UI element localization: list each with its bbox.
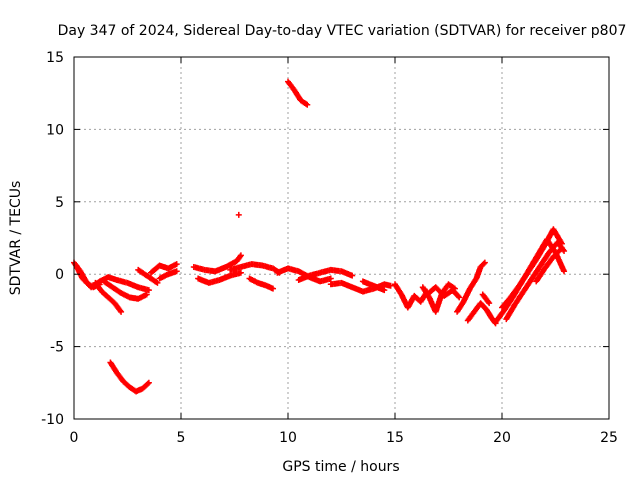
data-point-run: [507, 283, 522, 301]
data-point-run: [165, 268, 180, 278]
data-point-run: [524, 258, 539, 276]
y-tick-label: 5: [55, 195, 64, 211]
data-point-run: [285, 78, 297, 93]
data-point-run: [263, 282, 277, 292]
data-point-run: [492, 308, 507, 325]
data-point-run: [135, 266, 147, 277]
y-tick-label: -10: [41, 412, 64, 428]
x-tick-label: 25: [600, 430, 618, 446]
x-tick-label: 5: [177, 430, 186, 446]
x-axis-label: GPS time / hours: [282, 459, 399, 475]
data-point-run: [529, 263, 543, 282]
y-axis-label: SDTVAR / TECUs: [8, 181, 24, 296]
data-point-run: [135, 284, 152, 294]
data-point-run: [113, 369, 126, 384]
data-point-run: [454, 300, 466, 315]
data-point-run: [477, 300, 490, 313]
data-point-run: [550, 226, 565, 247]
data-point-run: [135, 291, 150, 302]
data-point-run: [449, 287, 463, 301]
data-point-run: [105, 294, 117, 306]
data-point-run: [118, 290, 132, 300]
data-point-run: [227, 269, 244, 279]
data-point-run: [291, 87, 303, 103]
data-point-run: [541, 255, 556, 272]
data-point-run: [516, 271, 530, 289]
x-tick-label: 15: [386, 430, 404, 446]
data-point-run: [499, 295, 513, 311]
data-point-run: [533, 243, 547, 263]
data-point-run: [466, 276, 479, 292]
y-tick-label: 15: [46, 50, 64, 66]
x-tick-label: 20: [493, 430, 511, 446]
data-point-run: [109, 284, 123, 296]
data-point-run: [165, 261, 180, 272]
data-point-run: [297, 97, 311, 108]
data-point-run: [101, 278, 115, 290]
data-point-run: [338, 268, 356, 279]
data-point-run: [92, 279, 104, 294]
y-tick-label: 10: [46, 122, 64, 138]
data-point: [235, 211, 242, 218]
data-point-run: [141, 271, 153, 281]
data-point-run: [503, 302, 518, 323]
data-point-run: [381, 281, 394, 289]
data-point-run: [432, 291, 445, 315]
axis-ticks: [73, 56, 610, 420]
data-point-run: [370, 282, 388, 294]
data-point-run: [464, 310, 477, 324]
data-point-run: [445, 281, 458, 292]
data-point-run: [520, 276, 535, 295]
y-tick-label: 0: [55, 267, 64, 283]
data-points: [71, 78, 568, 395]
data-point-run: [511, 289, 526, 308]
data-point-run: [537, 250, 552, 269]
x-tick-label: 10: [279, 430, 297, 446]
data-point-run: [233, 252, 244, 265]
data-point-run: [120, 378, 132, 390]
data-point-run: [317, 275, 334, 285]
data-point-run: [139, 379, 152, 392]
plot-frame: [73, 56, 610, 420]
grid-lines: [74, 57, 609, 419]
data-point-run: [73, 262, 85, 281]
data-point-run: [98, 288, 111, 300]
chart-title: Day 347 of 2024, Sidereal Day-to-day VTE…: [58, 23, 627, 39]
data-point-run: [533, 266, 547, 285]
data-point-run: [479, 291, 493, 307]
y-tick-label: -5: [50, 340, 64, 356]
data-point-run: [107, 359, 119, 375]
tick-labels: 0 5 10 15 20 25 -10 -5 0 5 10 15: [41, 50, 618, 446]
data-point-run: [550, 245, 565, 260]
data-point-run: [111, 300, 125, 315]
data-point-run: [460, 287, 473, 305]
x-tick-label: 0: [70, 430, 79, 446]
data-point-run: [148, 275, 161, 286]
data-point-run: [477, 259, 488, 270]
data-point-run: [392, 281, 404, 297]
